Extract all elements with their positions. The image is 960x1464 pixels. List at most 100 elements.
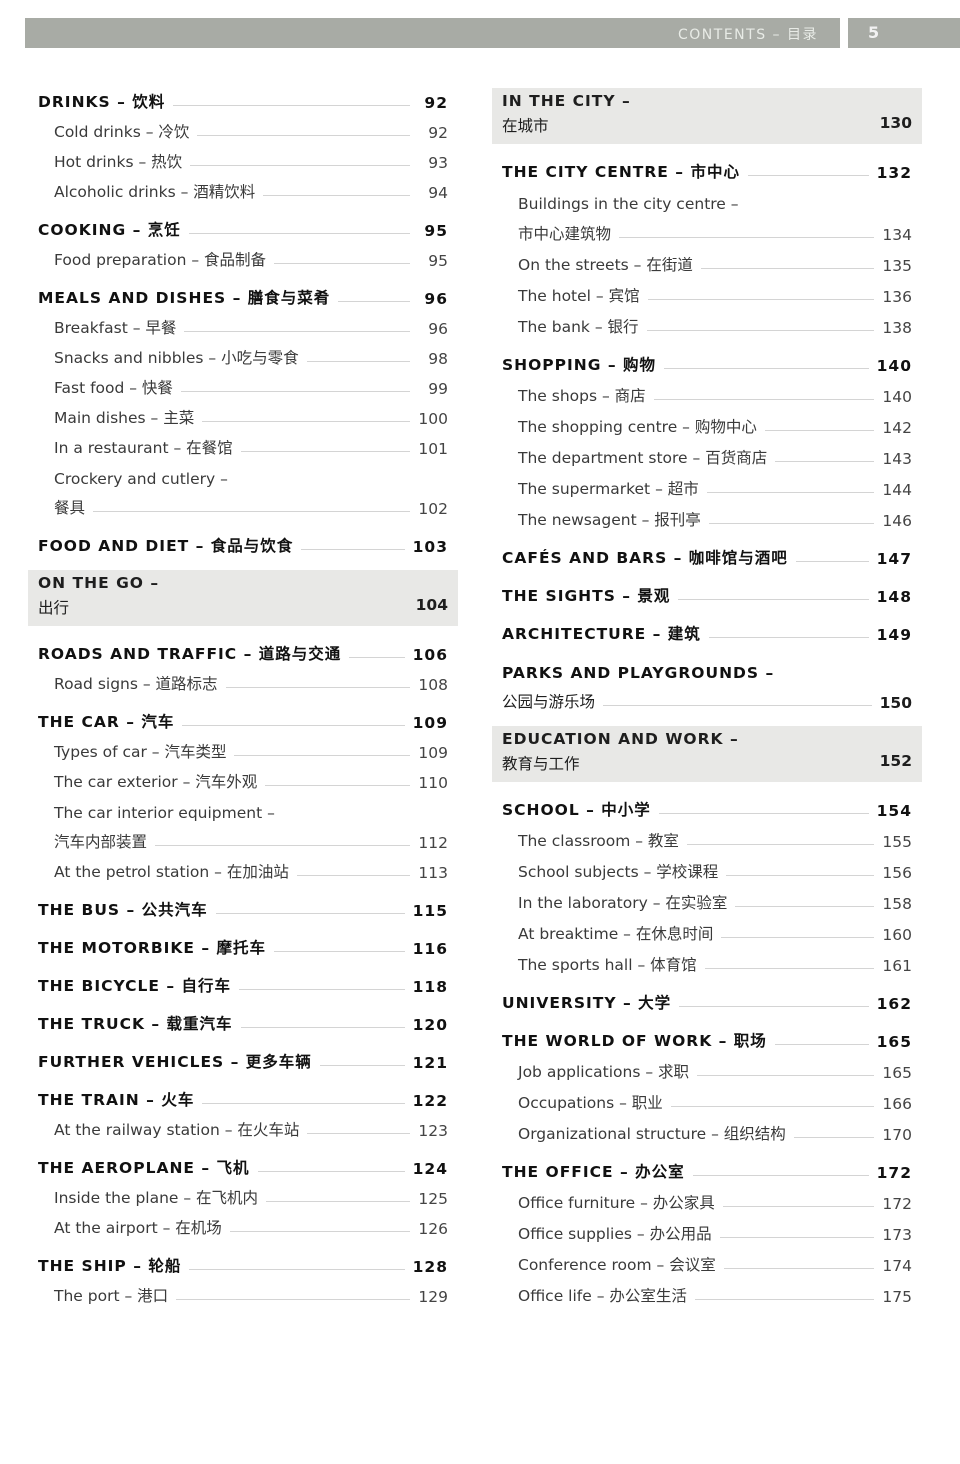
toc-entry-parks-and-playgrounds[interactable]: PARKS AND PLAYGROUNDS – bbox=[502, 651, 912, 682]
toc-entry-on-the-streets[interactable]: On the streets – 在街道 135 bbox=[502, 244, 912, 275]
leader-line bbox=[721, 937, 874, 938]
toc-entry-the-office[interactable]: THE OFFICE – 办公室 172 bbox=[502, 1151, 912, 1182]
entry-label: COOKING – 烹饪 bbox=[38, 221, 181, 239]
leader-line bbox=[653, 399, 874, 400]
toc-entry-at-breaktime[interactable]: At breaktime – 在休息时间 160 bbox=[502, 913, 912, 944]
leader-line bbox=[686, 844, 874, 845]
toc-entry-office-furniture[interactable]: Office furniture – 办公家具 172 bbox=[502, 1182, 912, 1213]
toc-entry-organizational-structure[interactable]: Organizational structure – 组织结构 170 bbox=[502, 1113, 912, 1144]
page-number: 143 bbox=[882, 450, 912, 468]
toc-entry-the-car-interior-equipment[interactable]: The car interior equipment – bbox=[38, 792, 448, 822]
toc-entry-the-car[interactable]: THE CAR – 汽车 109 bbox=[38, 701, 448, 732]
toc-entry-the-department-store[interactable]: The department store – 百货商店 143 bbox=[502, 437, 912, 468]
leader-line bbox=[646, 330, 874, 331]
toc-entry-meals-and-dishes[interactable]: MEALS AND DISHES – 膳食与菜肴 96 bbox=[38, 277, 448, 308]
toc-entry-drinks[interactable]: DRINKS – 饮料 92 bbox=[38, 81, 448, 112]
toc-entry-alcoholic-drinks[interactable]: Alcoholic drinks – 酒精饮料 94 bbox=[38, 172, 448, 202]
section-band-in-the-city[interactable]: IN THE CITY – 在城市 130 bbox=[492, 88, 922, 144]
toc-entry-the-train[interactable]: THE TRAIN – 火车 122 bbox=[38, 1079, 448, 1110]
entry-label: CAFÉS AND BARS – 咖啡馆与酒吧 bbox=[502, 549, 788, 567]
toc-entry-cold-drinks[interactable]: Cold drinks – 冷饮 92 bbox=[38, 112, 448, 142]
toc-entry-the-sports-hall[interactable]: The sports hall – 体育馆 161 bbox=[502, 944, 912, 975]
toc-entry-hot-drinks[interactable]: Hot drinks – 热饮 93 bbox=[38, 142, 448, 172]
toc-entry-the-truck[interactable]: THE TRUCK – 载重汽车 120 bbox=[38, 1003, 448, 1034]
page-number: 101 bbox=[418, 440, 448, 458]
toc-entry-the-sights[interactable]: THE SIGHTS – 景观 148 bbox=[502, 575, 912, 606]
entry-label: THE CITY CENTRE – 市中心 bbox=[502, 163, 740, 181]
toc-entry-school[interactable]: SCHOOL – 中小学 154 bbox=[502, 789, 912, 820]
toc-entry-job-applications[interactable]: Job applications – 求职 165 bbox=[502, 1051, 912, 1082]
toc-entry-the-world-of-work[interactable]: THE WORLD OF WORK – 职场 165 bbox=[502, 1020, 912, 1051]
toc-entry-university[interactable]: UNIVERSITY – 大学 162 bbox=[502, 982, 912, 1013]
toc-entry-cooking[interactable]: COOKING – 烹饪 95 bbox=[38, 209, 448, 240]
toc-entry-the-car-exterior[interactable]: The car exterior – 汽车外观 110 bbox=[38, 762, 448, 792]
entry-label: The supermarket – 超市 bbox=[518, 480, 699, 498]
toc-entry-roads-and-traffic[interactable]: ROADS AND TRAFFIC – 道路与交通 106 bbox=[38, 633, 448, 664]
entry-label: In the laboratory – 在实验室 bbox=[518, 894, 728, 912]
toc-entry-food-and-diet[interactable]: FOOD AND DIET – 食品与饮食 103 bbox=[38, 525, 448, 556]
toc-entry-continued[interactable]: 汽车内部装置 112 bbox=[38, 822, 448, 852]
toc-entry-at-the-railway-station[interactable]: At the railway station – 在火车站 123 bbox=[38, 1110, 448, 1140]
toc-entry-school-subjects[interactable]: School subjects – 学校课程 156 bbox=[502, 851, 912, 882]
toc-entry-inside-the-plane[interactable]: Inside the plane – 在飞机内 125 bbox=[38, 1178, 448, 1208]
leader-line bbox=[764, 430, 874, 431]
toc-entry-the-port[interactable]: The port – 港口 129 bbox=[38, 1276, 448, 1306]
toc-entry-conference-room[interactable]: Conference room – 会议室 174 bbox=[502, 1244, 912, 1275]
section-band-on-the-go[interactable]: ON THE GO – 出行 104 bbox=[28, 570, 458, 626]
toc-entry-in-the-laboratory[interactable]: In the laboratory – 在实验室 158 bbox=[502, 882, 912, 913]
toc-entry-office-life[interactable]: Office life – 办公室生活 175 bbox=[502, 1275, 912, 1306]
toc-entry-the-classroom[interactable]: The classroom – 教室 155 bbox=[502, 820, 912, 851]
toc-entry-in-a-restaurant[interactable]: In a restaurant – 在餐馆 101 bbox=[38, 428, 448, 458]
toc-entry-main-dishes[interactable]: Main dishes – 主菜 100 bbox=[38, 398, 448, 428]
toc-entry-the-bank[interactable]: The bank – 银行 138 bbox=[502, 306, 912, 337]
toc-entry-shopping[interactable]: SHOPPING – 购物 140 bbox=[502, 344, 912, 375]
entry-label: Buildings in the city centre – bbox=[518, 195, 739, 213]
toc-entry-the-bus[interactable]: THE BUS – 公共汽车 115 bbox=[38, 889, 448, 920]
toc-entry-buildings-in-the-city-centre[interactable]: Buildings in the city centre – bbox=[502, 182, 912, 213]
entry-label: Snacks and nibbles – 小吃与零食 bbox=[54, 349, 299, 367]
toc-entry-continued[interactable]: 公园与游乐场 150 bbox=[502, 682, 912, 712]
toc-entry-continued[interactable]: 餐具 102 bbox=[38, 488, 448, 518]
entry-label: THE WORLD OF WORK – 职场 bbox=[502, 1032, 767, 1050]
toc-entry-breakfast[interactable]: Breakfast – 早餐 96 bbox=[38, 308, 448, 338]
leader-line bbox=[679, 1006, 869, 1007]
toc-entry-snacks-and-nibbles[interactable]: Snacks and nibbles – 小吃与零食 98 bbox=[38, 338, 448, 368]
toc-entry-types-of-car[interactable]: Types of car – 汽车类型 109 bbox=[38, 732, 448, 762]
leader-line bbox=[266, 1201, 410, 1202]
toc-entry-road-signs[interactable]: Road signs – 道路标志 108 bbox=[38, 664, 448, 694]
toc-entry-further-vehicles[interactable]: FURTHER VEHICLES – 更多车辆 121 bbox=[38, 1041, 448, 1072]
toc-entry-architecture[interactable]: ARCHITECTURE – 建筑 149 bbox=[502, 613, 912, 644]
toc-entry-the-hotel[interactable]: The hotel – 宾馆 136 bbox=[502, 275, 912, 306]
toc-entry-caf-s-and-bars[interactable]: CAFÉS AND BARS – 咖啡馆与酒吧 147 bbox=[502, 537, 912, 568]
toc-entry-the-shopping-centre[interactable]: The shopping centre – 购物中心 142 bbox=[502, 406, 912, 437]
entry-label: On the streets – 在街道 bbox=[518, 256, 693, 274]
entry-label: THE SHIP – 轮船 bbox=[38, 1257, 182, 1275]
section-title-chinese: 教育与工作 bbox=[502, 755, 580, 773]
toc-entry-the-bicycle[interactable]: THE BICYCLE – 自行车 118 bbox=[38, 965, 448, 996]
leader-line bbox=[257, 1171, 405, 1172]
section-band-education-and-work[interactable]: EDUCATION AND WORK – 教育与工作 152 bbox=[492, 726, 922, 782]
toc-entry-the-motorbike[interactable]: THE MOTORBIKE – 摩托车 116 bbox=[38, 927, 448, 958]
toc-entry-continued[interactable]: 市中心建筑物 134 bbox=[502, 213, 912, 244]
leader-line bbox=[706, 492, 874, 493]
toc-entry-fast-food[interactable]: Fast food – 快餐 99 bbox=[38, 368, 448, 398]
toc-entry-at-the-airport[interactable]: At the airport – 在机场 126 bbox=[38, 1208, 448, 1238]
toc-entry-occupations[interactable]: Occupations – 职业 166 bbox=[502, 1082, 912, 1113]
toc-entry-the-aeroplane[interactable]: THE AEROPLANE – 飞机 124 bbox=[38, 1147, 448, 1178]
toc-entry-office-supplies[interactable]: Office supplies – 办公用品 173 bbox=[502, 1213, 912, 1244]
leader-line bbox=[182, 725, 405, 726]
leader-line bbox=[747, 175, 869, 176]
toc-entry-the-newsagent[interactable]: The newsagent – 报刊亭 146 bbox=[502, 499, 912, 530]
contents-left-column: DRINKS – 饮料 92 Cold drinks – 冷饮 92 Hot drink… bbox=[28, 74, 458, 1306]
page-number: 92 bbox=[424, 94, 448, 112]
toc-entry-crockery-and-cutlery[interactable]: Crockery and cutlery – bbox=[38, 458, 448, 488]
page-number: 110 bbox=[418, 774, 448, 792]
toc-entry-the-shops[interactable]: The shops – 商店 140 bbox=[502, 375, 912, 406]
page-number: 121 bbox=[412, 1054, 448, 1072]
toc-entry-food-preparation[interactable]: Food preparation – 食品制备 95 bbox=[38, 240, 448, 270]
leader-line bbox=[664, 368, 869, 369]
toc-entry-at-the-petrol-station[interactable]: At the petrol station – 在加油站 113 bbox=[38, 852, 448, 882]
toc-entry-the-city-centre[interactable]: THE CITY CENTRE – 市中心 132 bbox=[502, 151, 912, 182]
toc-entry-the-ship[interactable]: THE SHIP – 轮船 128 bbox=[38, 1245, 448, 1276]
toc-entry-the-supermarket[interactable]: The supermarket – 超市 144 bbox=[502, 468, 912, 499]
